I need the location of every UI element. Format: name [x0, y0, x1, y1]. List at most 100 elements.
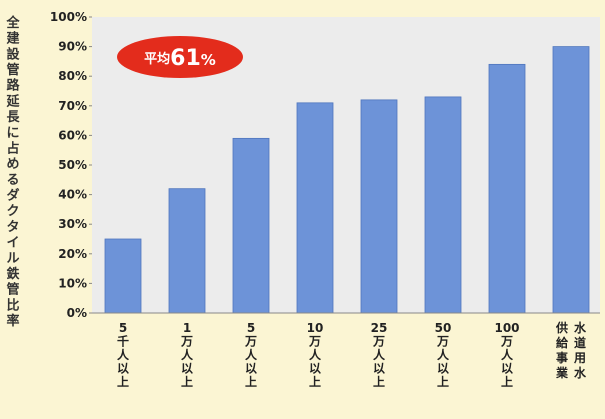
y-axis-label-char: 管: [6, 62, 19, 78]
average-unit: %: [201, 51, 216, 69]
bar: [552, 46, 590, 314]
y-axis-label-char: ル: [6, 251, 19, 266]
x-tick-label-line: 上: [117, 374, 129, 389]
y-axis-label-char: タ: [6, 220, 19, 235]
average-badge: 平均61%: [117, 36, 243, 78]
x-tick-label-line: 上: [373, 374, 385, 389]
x-tick-label-line: 以: [117, 362, 129, 376]
bar: [168, 188, 206, 314]
x-tick-label-line: 万: [244, 335, 257, 349]
bar: [424, 96, 462, 314]
y-axis-label-char: 路: [6, 78, 20, 94]
x-tick-label-line: 上: [437, 374, 449, 389]
x-tick-label-line: 以: [181, 362, 193, 376]
x-tick-label-line: 上: [501, 374, 513, 389]
y-tick-label: 90%: [58, 40, 87, 54]
x-axis-labels: 5千人以上1万人以上5万人以上10万人以上25万人以上50万人以上100万人以上…: [117, 320, 587, 389]
y-tick-label: 50%: [58, 158, 87, 172]
y-tick-label: 30%: [58, 217, 87, 231]
y-axis-label-char: 管: [6, 282, 19, 298]
x-tick-label-line: 以: [245, 362, 257, 376]
x-tick-label-char: 水: [574, 365, 587, 380]
x-tick-label-line: 人: [309, 347, 322, 362]
average-value: 61: [170, 46, 201, 71]
x-tick-label-line: 人: [437, 347, 450, 362]
y-axis-label-char: ダ: [6, 188, 19, 204]
y-tick-label: 0%: [67, 306, 87, 320]
bar: [232, 137, 270, 314]
y-axis-label-char: 延: [5, 93, 20, 109]
svg-text:平均61%: 平均61%: [144, 46, 216, 71]
y-axis-label-char: 鉄: [6, 266, 19, 282]
y-axis-label-char: 占: [6, 140, 19, 156]
x-tick-label-line: 5: [247, 321, 255, 335]
bar: [360, 99, 398, 314]
y-axis-label-char: る: [6, 173, 19, 188]
x-tick-label-char: 供: [555, 320, 568, 335]
x-tick-label-char: 用: [573, 351, 586, 365]
x-tick-label-line: 人: [117, 347, 130, 362]
x-tick-label-line: 万: [372, 335, 385, 349]
y-axis-label-char: 全: [5, 15, 20, 31]
x-tick-label-line: 人: [373, 347, 386, 362]
x-tick-label-line: 10: [307, 321, 324, 335]
y-tick-label: 20%: [58, 247, 87, 261]
y-axis-label-char: 建: [6, 31, 19, 47]
x-tick-label-line: 上: [181, 374, 193, 389]
x-tick-label-line: 25: [371, 321, 388, 335]
x-tick-label-line: 5: [119, 321, 127, 335]
x-tick-label-char: 給: [556, 335, 569, 350]
y-tick-label: 70%: [58, 99, 87, 113]
x-tick-label-line: 上: [309, 374, 321, 389]
x-tick-label-line: 万: [500, 335, 513, 349]
y-axis-label-char: 長: [6, 110, 20, 125]
y-tick-label: 60%: [58, 128, 87, 142]
x-tick-label-line: 千: [117, 334, 129, 349]
x-tick-label-line: 万: [436, 335, 449, 349]
y-axis-label-char: 比: [6, 297, 19, 313]
x-tick-label-char: 事: [556, 350, 568, 365]
y-axis-ticks: 0% 10% 20% 30% 40% 50% 60% 70% 80% 90% 100%: [50, 10, 92, 320]
y-tick-label: 100%: [50, 10, 87, 24]
x-tick-label-char: 道: [574, 335, 586, 350]
x-tick-label-line: 100: [494, 321, 519, 335]
y-tick-label: 80%: [58, 69, 87, 83]
y-axis-label-char: め: [6, 157, 19, 172]
x-tick-label-line: 万: [308, 335, 321, 349]
x-tick-label-char: 水: [574, 320, 587, 335]
x-tick-label-line: 1: [183, 321, 191, 335]
y-tick-label: 40%: [58, 188, 87, 202]
y-axis-label-char: 率: [6, 313, 19, 329]
y-axis-label-char: ク: [6, 204, 19, 219]
x-tick-label-line: 人: [501, 347, 514, 362]
y-axis-label-char: 設: [6, 46, 20, 62]
x-tick-label-line: 50: [435, 321, 452, 335]
bars: [104, 46, 590, 314]
bar: [296, 102, 334, 314]
x-tick-label-line: 以: [373, 362, 385, 376]
average-prefix: 平均: [144, 51, 170, 67]
x-tick-label-line: 以: [309, 362, 321, 376]
x-tick-label-line: 人: [245, 347, 258, 362]
x-tick-label-line: 万: [180, 335, 193, 349]
x-tick-label-line: 人: [181, 347, 194, 362]
x-tick-label-char: 業: [555, 365, 569, 380]
average-badge-bg: [117, 36, 243, 78]
x-tick-label-line: 以: [501, 362, 513, 376]
bar: [488, 63, 526, 314]
x-tick-label-line: 上: [245, 374, 257, 389]
x-tick-label-line: 以: [437, 362, 449, 376]
y-axis-label-char: イ: [6, 236, 19, 251]
bar: [104, 238, 142, 314]
y-tick-label: 10%: [58, 276, 87, 290]
